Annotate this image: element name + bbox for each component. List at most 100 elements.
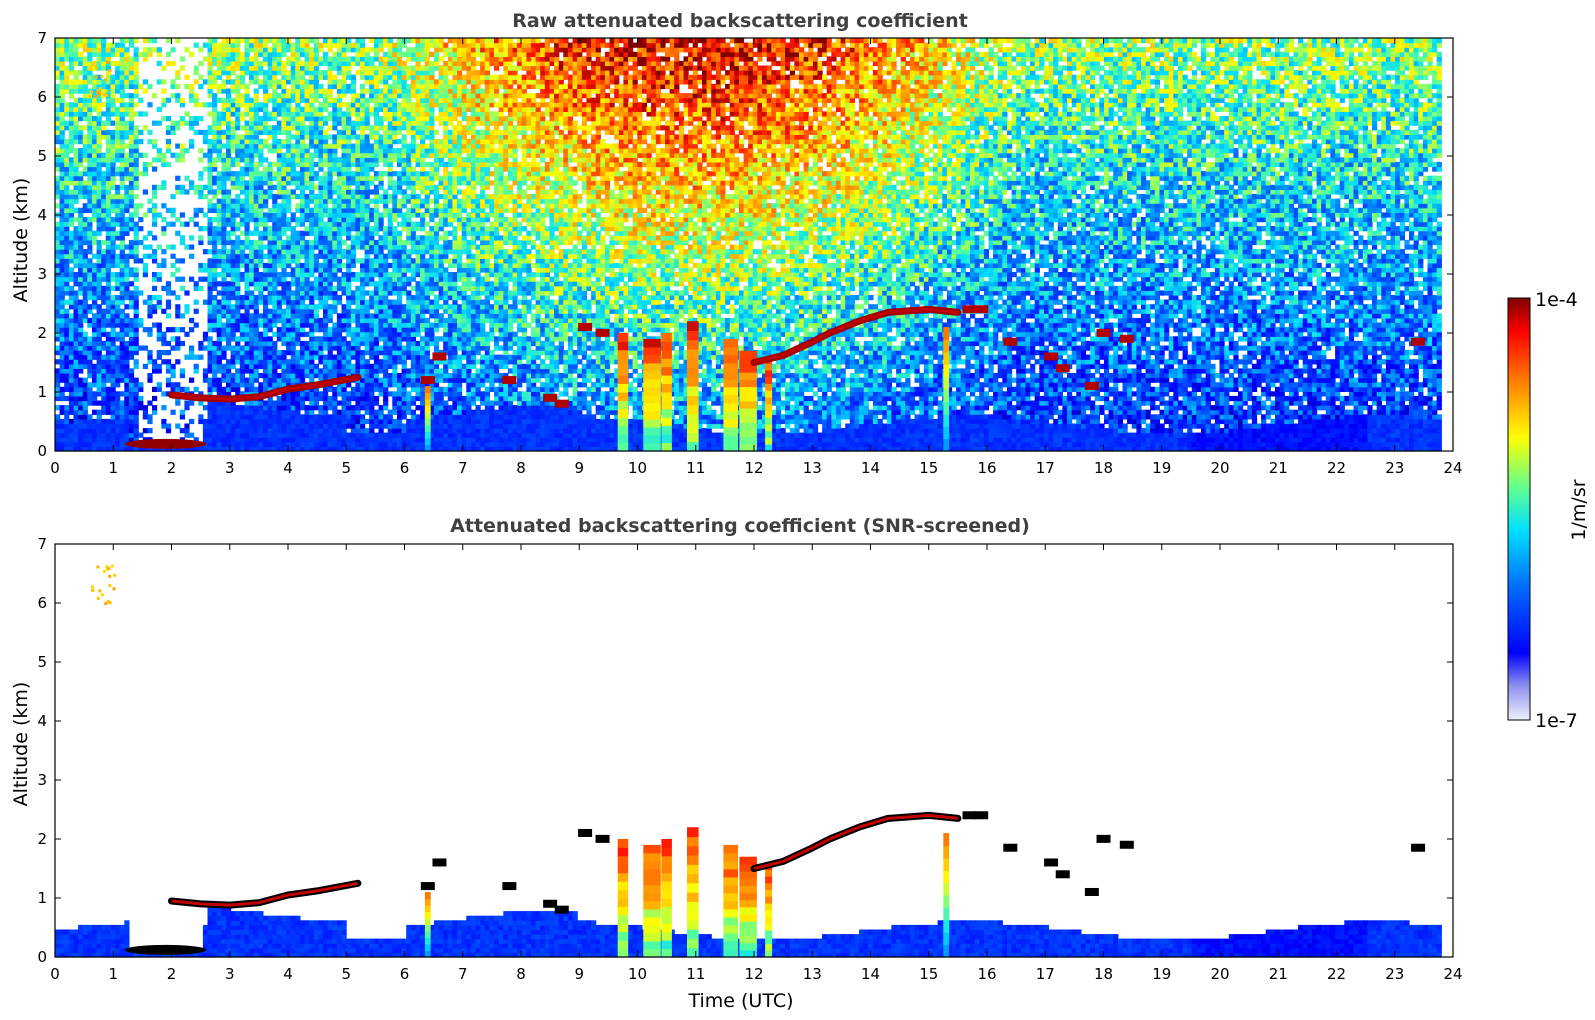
heatmap-cell (217, 442, 222, 447)
heatmap-cell (309, 102, 314, 107)
heatmap-cell (92, 144, 97, 149)
heatmap-cell (369, 107, 374, 112)
heatmap-cell (134, 180, 139, 185)
heatmap-cell (300, 43, 305, 48)
heatmap-cell (143, 171, 148, 176)
heatmap-cell (124, 387, 129, 392)
heatmap-cell (212, 313, 217, 318)
heatmap-cell (208, 382, 213, 387)
heatmap-cell (249, 116, 254, 121)
heatmap-cell (106, 442, 111, 447)
heatmap-cell (78, 222, 83, 227)
heatmap-cell (97, 157, 102, 162)
heatmap-cell (175, 313, 180, 318)
heatmap-cell (87, 341, 92, 346)
heatmap-cell (194, 286, 199, 291)
heatmap-cell (346, 442, 351, 447)
heatmap-cell (152, 396, 157, 401)
heatmap-cell (254, 139, 259, 144)
heatmap-cell (268, 277, 273, 282)
heatmap-cell (129, 189, 134, 194)
heatmap-cell (235, 222, 240, 227)
heatmap-cell (318, 130, 323, 135)
heatmap-cell (379, 309, 384, 314)
heatmap-cell (226, 102, 231, 107)
heatmap-cell (217, 249, 222, 254)
heatmap-cell (346, 286, 351, 291)
heatmap-cell (263, 336, 268, 341)
heatmap-cell (101, 290, 106, 295)
heatmap-cell (300, 240, 305, 245)
heatmap-cell (226, 419, 231, 424)
heatmap-cell (115, 194, 120, 199)
heatmap-cell (323, 61, 328, 66)
heatmap-cell (226, 38, 231, 43)
heatmap-cell (342, 350, 347, 355)
heatmap-cell (295, 52, 300, 57)
heatmap-cell (291, 249, 296, 254)
heatmap-cell (268, 162, 273, 167)
heatmap-cell (235, 56, 240, 61)
heatmap-cell (328, 111, 333, 116)
heatmap-cell (277, 419, 282, 424)
heatmap-cell (286, 249, 291, 254)
heatmap-cell (300, 235, 305, 240)
heatmap-cell (323, 318, 328, 323)
heatmap-cell (295, 401, 300, 406)
heatmap-cell (97, 391, 102, 396)
heatmap-cell (245, 130, 250, 135)
heatmap-cell (106, 245, 111, 250)
heatmap-cell (258, 79, 263, 84)
heatmap-cell (101, 405, 106, 410)
heatmap-cell (83, 125, 88, 130)
heatmap-cell (360, 217, 365, 222)
heatmap-cell (323, 267, 328, 272)
heatmap-cell (92, 382, 97, 387)
heatmap-cell (318, 350, 323, 355)
heatmap-cell (97, 258, 102, 263)
heatmap-cell (106, 148, 111, 153)
heatmap-cell (258, 263, 263, 268)
heatmap-cell (374, 318, 379, 323)
heatmap-cell (217, 387, 222, 392)
heatmap-cell (240, 125, 245, 130)
heatmap-cell (332, 84, 337, 89)
heatmap-cell (328, 428, 333, 433)
heatmap-cell (231, 359, 236, 364)
heatmap-cell (69, 66, 74, 71)
heatmap-cell (258, 240, 263, 245)
heatmap-cell (69, 107, 74, 112)
heatmap-cell (212, 194, 217, 199)
heatmap-cell (323, 309, 328, 314)
heatmap-cell (268, 263, 273, 268)
heatmap-cell (208, 350, 213, 355)
heatmap-cell (365, 267, 370, 272)
heatmap-cell (106, 249, 111, 254)
heatmap-cell (305, 396, 310, 401)
heatmap-cell (328, 98, 333, 103)
heatmap-cell (235, 414, 240, 419)
heatmap-cell (115, 153, 120, 158)
heatmap-cell (189, 433, 194, 438)
heatmap-cell (351, 327, 356, 332)
heatmap-cell (83, 437, 88, 442)
heatmap-cell (124, 263, 129, 268)
heatmap-cell (254, 121, 259, 126)
heatmap-cell (147, 401, 152, 406)
heatmap-cell (97, 171, 102, 176)
heatmap-cell (346, 433, 351, 438)
heatmap-cell (245, 199, 250, 204)
heatmap-cell (351, 125, 356, 130)
heatmap-cell (120, 245, 125, 250)
heatmap-cell (60, 419, 65, 424)
heatmap-cell (55, 222, 60, 227)
heatmap-cell (92, 107, 97, 112)
heatmap-cell (87, 180, 92, 185)
heatmap-cell (166, 144, 171, 149)
heatmap-cell (258, 235, 263, 240)
heatmap-cell (351, 433, 356, 438)
heatmap-cell (129, 396, 134, 401)
heatmap-cell (147, 373, 152, 378)
heatmap-cell (240, 433, 245, 438)
heatmap-cell (240, 272, 245, 277)
